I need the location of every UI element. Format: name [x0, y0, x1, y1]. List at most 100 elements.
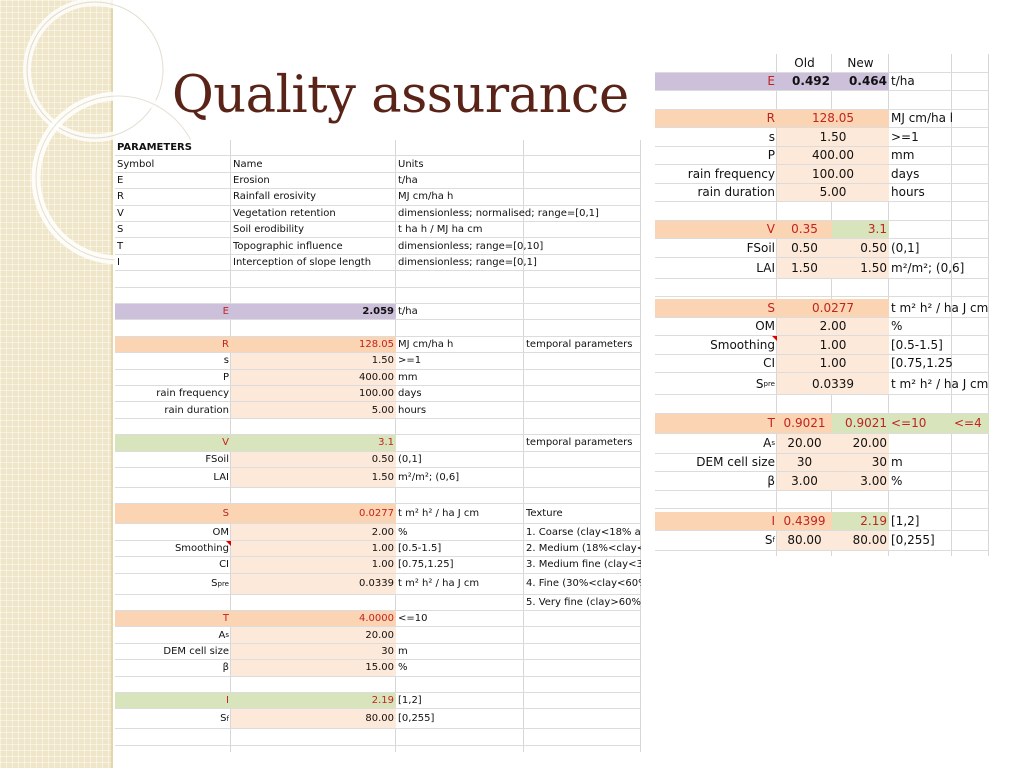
param-label: CI — [219, 559, 229, 571]
param-label: rain frequency — [156, 388, 229, 400]
definition-units: dimensionless; range=[0,10] — [398, 240, 544, 252]
param-label: OM — [212, 526, 230, 538]
table-row — [115, 677, 641, 693]
table-row: V 3.1 temporal parameters — [115, 435, 641, 452]
table-row — [655, 279, 989, 297]
table-row: E 2.059 t/ha — [115, 304, 641, 321]
new-value: 2.19 — [832, 512, 889, 530]
param-unit: <=10 — [889, 413, 952, 433]
table-row: LAI 1.50 1.50 m²/m²; (0,6] — [655, 257, 989, 279]
definition-units: t/ha — [398, 174, 418, 186]
old-value: 1.00 — [777, 336, 889, 354]
definition-name: Erosion — [233, 174, 270, 186]
param-label: Smoothing — [115, 540, 231, 556]
param-unit: [0,255] — [398, 713, 435, 725]
table-row — [115, 271, 641, 288]
table-row: rain frequency 100.00 days — [115, 386, 641, 403]
texture-note: 1. Coarse (clay<18% and — [526, 526, 641, 538]
param-label-T: T — [115, 611, 231, 627]
param-value: 1.00 — [231, 540, 396, 557]
param-label-S: S — [655, 299, 777, 317]
new-value: 0.9021 — [832, 413, 889, 433]
table-row: 5. Very fine (clay>60%) — [115, 595, 641, 611]
param-note: Texture — [526, 508, 563, 520]
param-label-R: R — [115, 336, 231, 353]
param-unit: % — [891, 473, 903, 488]
texture-note: 2. Medium (18%<clay<3 — [526, 542, 641, 554]
param-label-E: E — [655, 72, 777, 90]
param-unit: % — [398, 526, 408, 538]
new-value: 3.00 — [832, 472, 889, 490]
param-value: 15.00 — [231, 660, 396, 676]
definition-name: Vegetation retention — [233, 207, 336, 219]
table-row: T 0.9021 0.9021 <=10 <=4 — [655, 413, 989, 434]
texture-note: 5. Very fine (clay>60%) — [526, 596, 641, 608]
old-value: 400.00 — [777, 146, 889, 164]
param-label-R: R — [655, 109, 777, 127]
old-value: 3.00 — [777, 472, 832, 490]
definition-units: t ha h / MJ ha cm — [398, 224, 483, 236]
param-label-E: E — [115, 304, 231, 320]
table-row: CI 1.00 [0.75,1.25] 3. Medium fine (clay… — [115, 557, 641, 574]
new-value: 30 — [832, 453, 889, 471]
table-row: R Rainfall erosivity MJ cm/ha h — [115, 189, 641, 206]
definition-symbol: S — [117, 224, 124, 236]
new-value: 3.1 — [832, 220, 889, 238]
table-row: FSoil 0.50 0.50 (0,1] — [655, 239, 989, 258]
table-row — [655, 91, 989, 110]
param-unit: t m² h² / ha J cm — [398, 508, 480, 520]
table-row: rain duration 5.00 hours — [115, 402, 641, 419]
param-label: DEM cell size — [696, 455, 775, 470]
param-label-subscript: f — [226, 714, 229, 723]
param-label-subscript: pre — [763, 379, 775, 388]
param-unit: (0,1] — [398, 453, 422, 465]
param-unit: MJ cm/ha h — [891, 111, 952, 126]
param-label-V: V — [655, 220, 777, 238]
param-unit: days — [891, 166, 920, 181]
param-label: CI — [763, 356, 775, 371]
table-row: DEM cell size 30 m — [115, 643, 641, 661]
param-label: rain frequency — [687, 166, 775, 181]
old-value: 5.00 — [777, 183, 889, 201]
definition-symbol: E — [117, 174, 124, 186]
param-unit: % — [891, 319, 903, 334]
param-unit: m — [891, 455, 903, 470]
table-row — [655, 395, 989, 414]
old-value: 0.0277 — [777, 299, 889, 317]
table-row: S 0.0277 t m² h² / ha J cm — [655, 299, 989, 318]
table-row: β 15.00 % — [115, 660, 641, 677]
old-value: 128.05 — [777, 109, 889, 127]
definition-units: dimensionless; range=[0,1] — [398, 256, 537, 268]
table-row: Symbol Name Units — [115, 156, 641, 173]
param-unit: >=1 — [398, 355, 422, 367]
param-value: 1.50 — [231, 468, 396, 487]
old-value: 1.00 — [777, 354, 889, 372]
param-label: FSoil — [746, 240, 775, 255]
param-label-subscript: s — [771, 439, 775, 447]
old-value: 0.35 — [777, 220, 832, 238]
param-unit: t/ha — [891, 74, 915, 89]
table-row: s 1.50 >=1 — [655, 128, 989, 147]
column-header: Units — [398, 158, 424, 170]
old-value: 0.50 — [777, 239, 832, 257]
param-label: LAI — [213, 472, 229, 483]
param-label-main: S — [764, 533, 773, 547]
param-unit: <=10 — [398, 613, 428, 625]
param-value-E: 2.059 — [231, 304, 396, 320]
table-row: PARAMETERS — [115, 140, 641, 157]
param-label: P — [767, 148, 775, 163]
new-value: 80.00 — [832, 530, 889, 550]
definition-name: Topographic influence — [233, 240, 343, 252]
definition-symbol: T — [117, 240, 124, 252]
table-row: S 0.0277 t m² h² / ha J cm Texture — [115, 504, 641, 525]
param-value: 0.0339 — [231, 573, 396, 594]
param-unit: [0,255] — [891, 533, 935, 547]
decorative-background-strip — [0, 0, 113, 768]
param-unit: m — [398, 645, 408, 657]
param-unit — [396, 627, 524, 642]
